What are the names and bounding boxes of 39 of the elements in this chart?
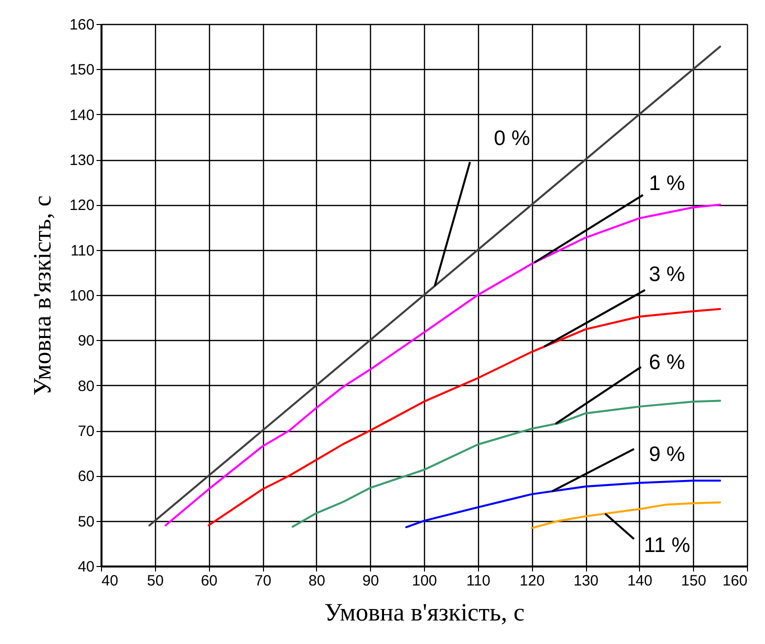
x-tick-label: 90: [362, 572, 380, 590]
x-tick-label: 150: [681, 572, 706, 590]
line-series: [405, 480, 722, 528]
series-label: 1 %: [648, 172, 686, 195]
y-tick-label: 50: [78, 513, 94, 530]
x-tick-label: 160: [722, 572, 748, 590]
y-tick-label: 80: [78, 378, 94, 395]
y-tick-label: 160: [69, 16, 94, 34]
x-axis-title: Умовна в'язкість, с: [324, 600, 525, 626]
y-tick-label: 60: [78, 468, 94, 486]
y-tick-label: 150: [69, 62, 94, 79]
line-series: [292, 400, 722, 528]
y-tick-label: 120: [69, 197, 94, 214]
x-tick-label: 80: [308, 572, 326, 590]
y-tick-label: 90: [78, 332, 94, 350]
x-tick-label: 110: [466, 572, 490, 590]
line-series: [208, 308, 722, 526]
y-tick-label: 40: [78, 558, 94, 576]
y-tick-label: 70: [78, 423, 94, 440]
line-series: [164, 204, 722, 526]
x-tick-label: 140: [627, 572, 652, 590]
y-axis-title: Умовна в'язкість, с: [29, 195, 56, 396]
x-tick-label: 60: [200, 572, 218, 590]
text: 0 %: [494, 127, 530, 150]
y-tick-label: 140: [69, 106, 94, 124]
x-tick-label: 100: [412, 572, 438, 590]
y-tick-label: 130: [69, 152, 94, 169]
x-tick-label: 120: [520, 572, 545, 590]
series-label: 3 %: [648, 263, 686, 286]
y-tick-label: 100: [69, 288, 94, 304]
x-tick-label: 50: [146, 572, 164, 590]
series-label: 11 %: [644, 534, 690, 557]
y-tick-label: 110: [70, 242, 94, 260]
series-label: 6 %: [648, 351, 686, 374]
line-series: [530, 501, 722, 530]
x-tick-label: 130: [573, 572, 599, 590]
x-tick-label: 70: [254, 572, 272, 590]
x-tick-label: 40: [102, 572, 118, 590]
series-label: 9 %: [648, 443, 686, 466]
